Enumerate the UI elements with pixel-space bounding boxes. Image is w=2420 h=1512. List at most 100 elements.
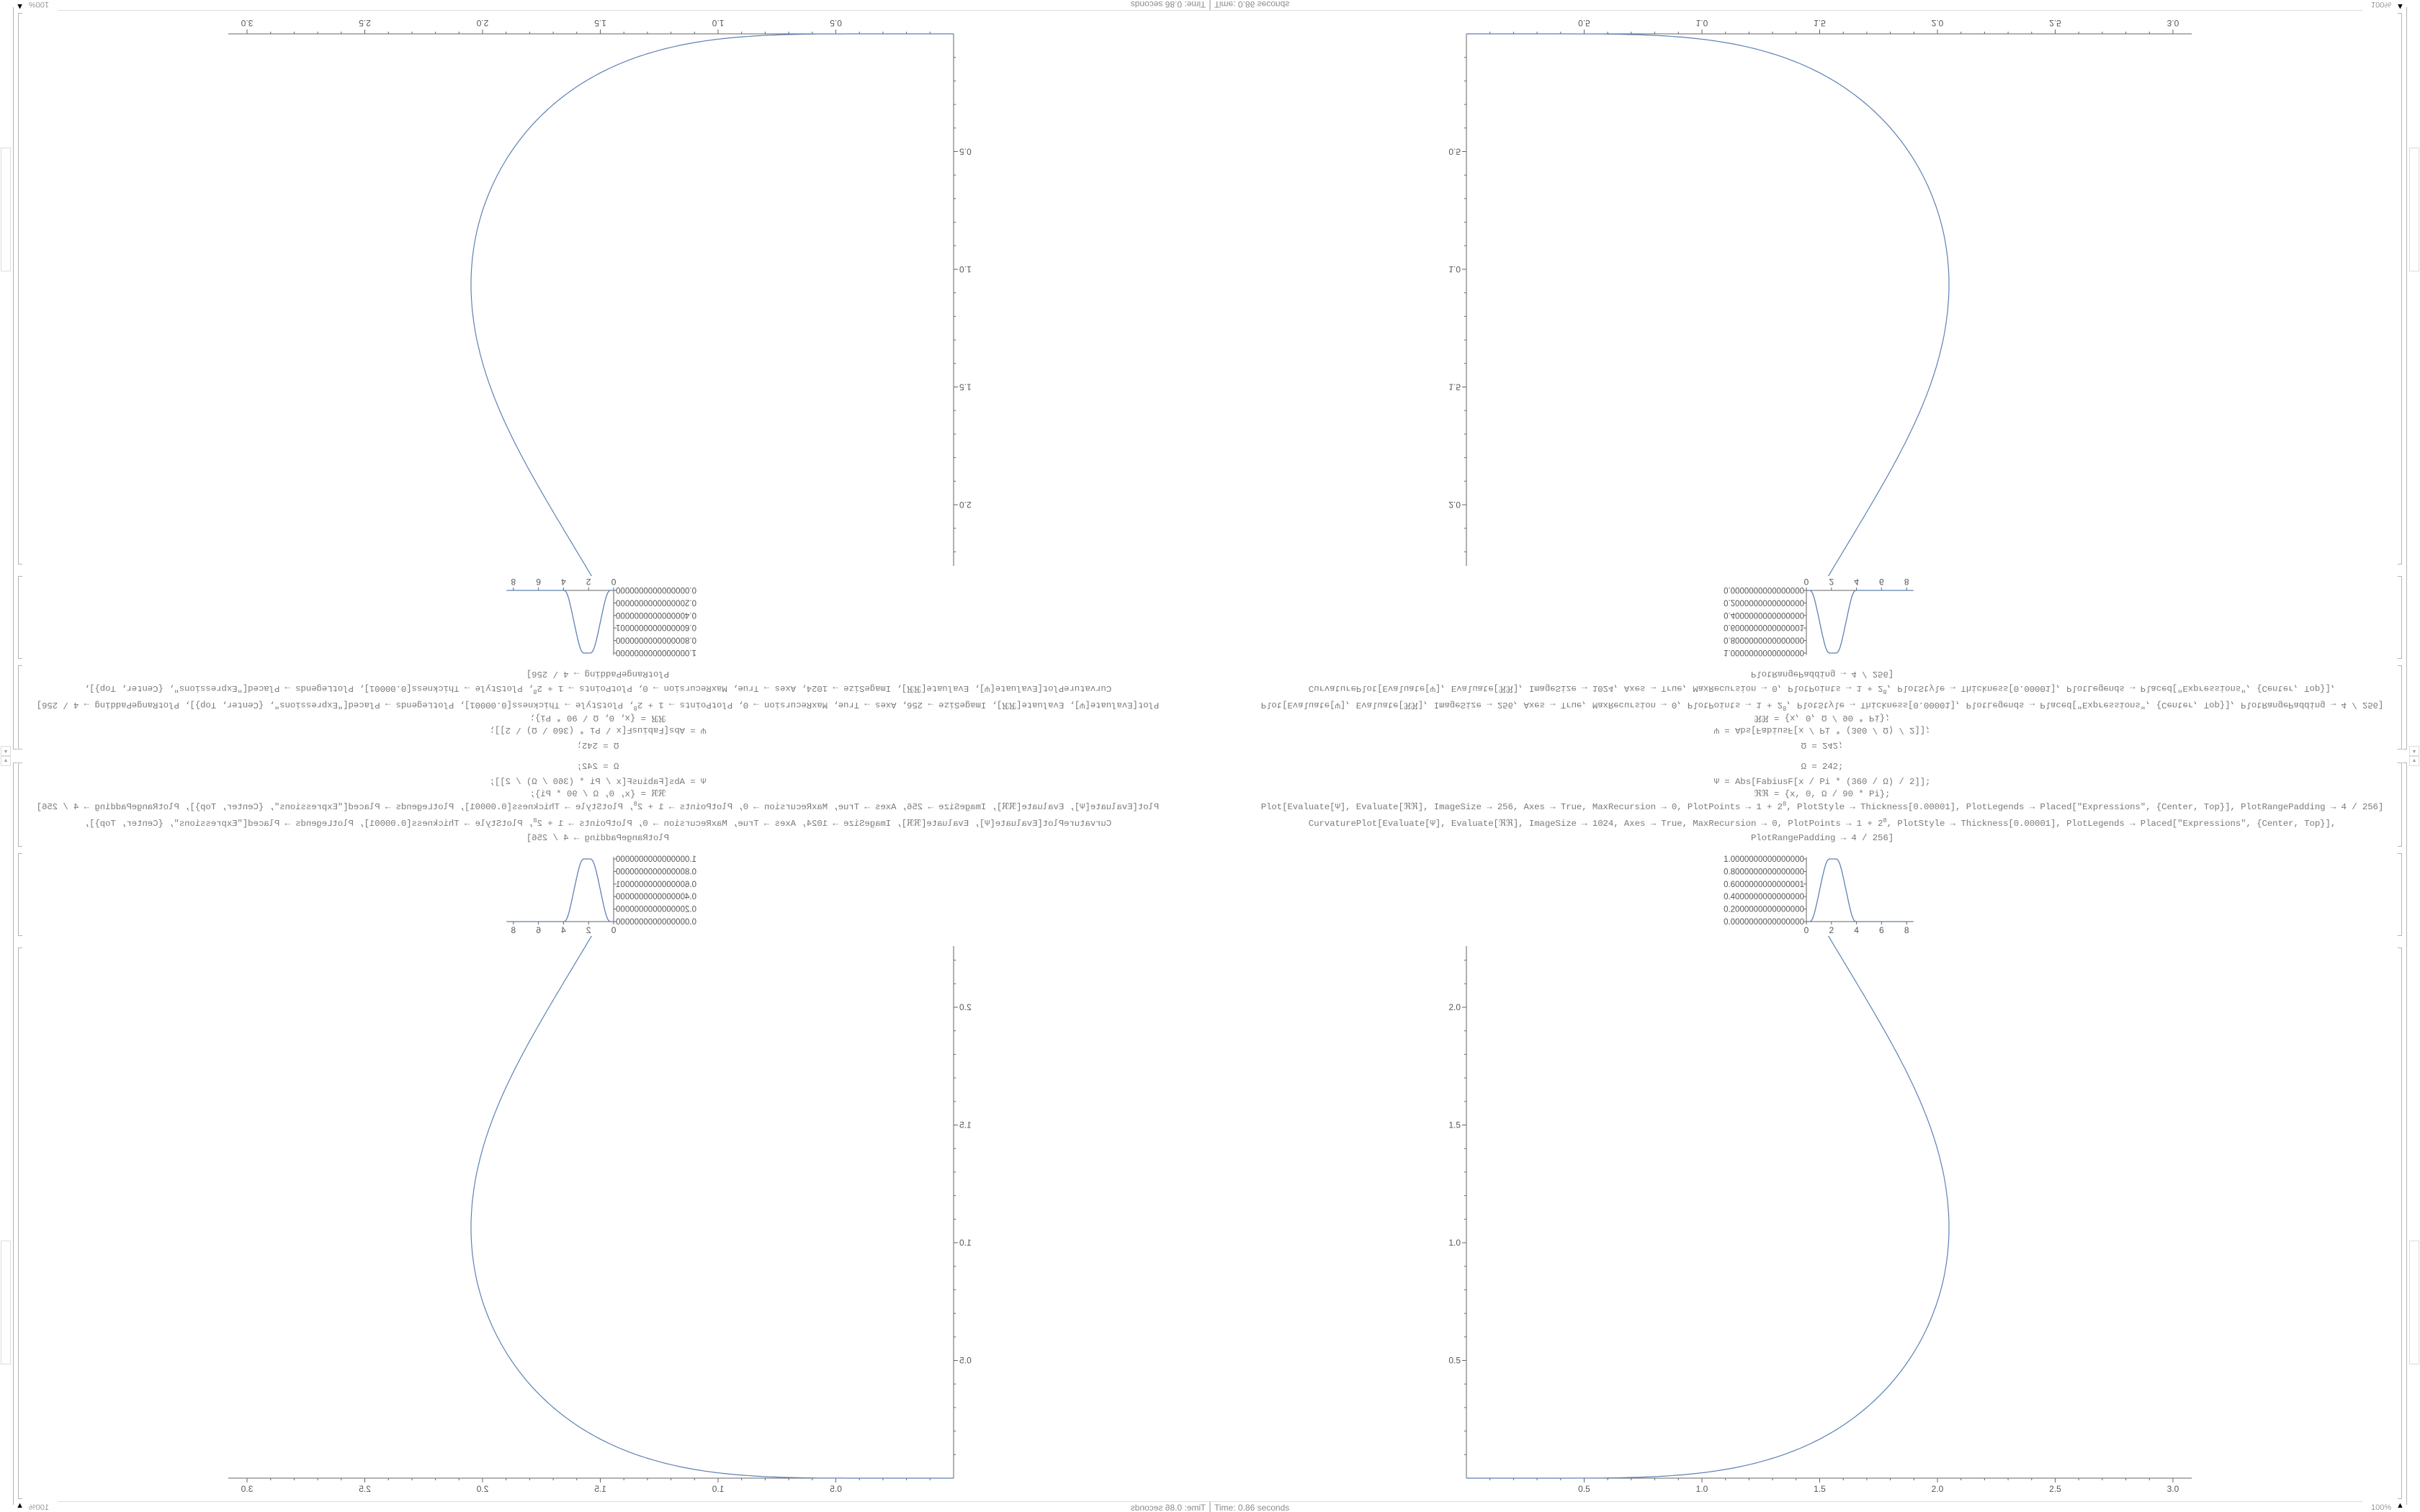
input-cell-bracket[interactable]: [18, 665, 22, 750]
zoom-level[interactable]: 100%: [28, 1503, 49, 1512]
input-cell-bracket[interactable]: [2398, 762, 2402, 847]
y-tick-label: 0.5: [1448, 147, 1461, 157]
x-tick-label: 2: [586, 577, 591, 587]
x-tick-label: 0: [611, 925, 616, 935]
scroll-up-button[interactable]: ▲: [2409, 746, 2419, 756]
status-separator: [1210, 1502, 1211, 1512]
code-line-psi[interactable]: Ψ = Abs[FabiusF[x / Pi * (360 / Ω) / 2]]…: [1713, 777, 1931, 787]
x-tick-label: 2.0: [1932, 1484, 1944, 1494]
notebook-quadrant: Ω = 242; Ψ = Abs[FabiusF[x / Pi * (360 /…: [0, 0, 1210, 756]
output-cell-bracket[interactable]: [18, 853, 22, 936]
x-tick-label: 4: [561, 925, 566, 935]
x-tick-label: 2.5: [2049, 18, 2061, 28]
y-tick-label: 0.5: [1448, 1356, 1461, 1366]
code-line-plot[interactable]: Plot[Evaluate[Ψ], Evaluate[ℜℜ], ImageSiz…: [1210, 801, 2420, 812]
x-tick-label: 6: [536, 925, 541, 935]
output-cell-bracket[interactable]: [2398, 948, 2402, 1499]
code-line-range[interactable]: ℜℜ = {x, 0, Ω / 90 * Pi};: [1754, 789, 1891, 799]
y-tick-label: 2.0: [1448, 500, 1461, 510]
x-tick-label: 1.5: [594, 18, 606, 28]
x-tick-label: 2.0: [476, 1484, 488, 1494]
x-tick-label: 2.0: [476, 18, 488, 28]
big-plot-axes: 0.5 1.0 1.5 2.0 2.5 3.0 0.5 1.0 1.5 2.0: [1448, 945, 2192, 1494]
status-bar-divider: [1210, 10, 2362, 11]
x-tick-label: 1.0: [712, 1484, 724, 1494]
notebook-quadrant: Ω = 242; Ψ = Abs[FabiusF[x / Pi * (360 /…: [1210, 0, 2420, 756]
y-tick-label: 0.5: [959, 147, 972, 157]
scrollbar-thumb[interactable]: [1, 148, 11, 271]
y-tick-label: 0.0000000000000000: [1724, 918, 1804, 927]
x-tick-label: 6: [1879, 577, 1884, 587]
code-line-curvatureplot[interactable]: CurvaturePlot[Evaluate[Ψ], Evaluate[ℜℜ],…: [1210, 817, 2420, 829]
big-plot-axes: 0.5 1.0 1.5 2.0 2.5 3.0 0.5 1.0 1.5 2.0: [228, 18, 972, 567]
x-tick-label: 0: [611, 577, 616, 587]
curvature-curve: [470, 936, 1133, 1479]
input-cell-bracket[interactable]: [2398, 665, 2402, 750]
x-tick-label: 2.5: [359, 18, 371, 28]
curvature-plot: 0.5 1.0 1.5 2.0 2.5 3.0 0.5 1.0 1.5 2.0: [1448, 936, 2192, 1494]
y-tick-label: 0.0000000000000000: [616, 585, 696, 594]
group-cell-bracket[interactable]: [2403, 7, 2407, 750]
output-cell-bracket[interactable]: [2398, 576, 2402, 659]
output-cell-bracket[interactable]: [18, 13, 22, 564]
y-tick-label: 0.2000000000000000: [1724, 906, 1804, 914]
zoom-menu-triangle-icon[interactable]: ▲: [16, 1501, 24, 1510]
zoom-menu-triangle-icon[interactable]: ▲: [16, 2, 24, 11]
y-tick-label: 0.4000000000000000: [1724, 611, 1804, 619]
curvature-plot: 0.5 1.0 1.5 2.0 2.5 3.0 0.5 1.0 1.5 2.0: [1287, 18, 2192, 576]
status-bar-divider: [58, 1501, 1210, 1502]
x-tick-label: 1.0: [1696, 1484, 1708, 1494]
fabius-curve: [508, 590, 614, 654]
code-line-omega[interactable]: Ω = 242;: [1801, 762, 1844, 772]
scroll-up-button[interactable]: ▲: [1, 746, 11, 756]
x-tick-label: 1.5: [1814, 18, 1826, 28]
group-cell-bracket[interactable]: [13, 7, 17, 750]
y-tick-label: 2.0: [959, 500, 972, 510]
group-cell-bracket[interactable]: [13, 762, 17, 1505]
x-tick-label: 0.5: [830, 18, 842, 28]
group-cell-bracket[interactable]: [2403, 762, 2407, 1505]
fabius-plot: 0 2 4 6 8 0.0000000000000000 0.200000000000000…: [1724, 577, 1914, 657]
code-text: , PlotStyle → Thickness[0.00001], PlotLe…: [1886, 819, 2336, 829]
evaluation-time: Time: 0.86 seconds: [1214, 1503, 1290, 1512]
y-tick-label: 0.4000000000000000: [1724, 893, 1804, 901]
notebook-quadrant: Ω = 242; Ψ = Abs[FabiusF[x / Pi * (360 /…: [1210, 756, 2420, 1512]
x-tick-label: 1.5: [1814, 1484, 1826, 1494]
fabius-plot: 0 2 4 6 8 0.0000000000000000 0.200000000000000…: [506, 577, 696, 657]
y-tick-label: 2.0: [959, 1002, 972, 1012]
y-tick-label: 0.4000000000000000: [616, 611, 696, 619]
curvature-curve: [470, 33, 1133, 576]
x-tick-label: 2: [1829, 577, 1834, 587]
code-line-padding[interactable]: PlotRangePadding → 4 / 256]: [1750, 833, 1894, 843]
y-tick-label: 0.0000000000000000: [616, 918, 696, 927]
scrollbar-thumb[interactable]: [1, 1241, 11, 1364]
curvature-curve: [1287, 33, 1950, 576]
output-cell-bracket[interactable]: [2398, 13, 2402, 564]
scroll-up-button[interactable]: ▲: [1, 756, 11, 766]
x-tick-label: 8: [1904, 925, 1909, 935]
y-tick-label: 1.0000000000000000: [616, 855, 696, 864]
status-bar-divider: [58, 10, 1210, 11]
curvature-curve: [1466, 936, 1950, 1479]
zoom-level[interactable]: 100%: [2371, 0, 2392, 9]
output-cell-bracket[interactable]: [18, 576, 22, 659]
zoom-menu-triangle-icon[interactable]: ▲: [2396, 2, 2404, 11]
scroll-up-button[interactable]: ▲: [2409, 756, 2419, 766]
input-cell-bracket[interactable]: [18, 762, 22, 847]
x-tick-label: 2: [1829, 925, 1834, 935]
y-tick-label: 0.4000000000000000: [616, 893, 696, 901]
scrollbar-thumb[interactable]: [2409, 148, 2419, 271]
zoom-level[interactable]: 100%: [28, 0, 49, 9]
zoom-menu-triangle-icon[interactable]: ▲: [2396, 1501, 2404, 1510]
x-tick-label: 1.0: [712, 18, 724, 28]
small-plot-axes: 0 2 4 6 8 0.0000000000000000 0.200000000000000…: [1724, 855, 1914, 935]
code-text: CurvaturePlot[Evaluate[Ψ], Evaluate[ℜℜ],…: [1308, 819, 1883, 829]
scrollbar-thumb[interactable]: [2409, 1241, 2419, 1364]
x-tick-label: 4: [1854, 577, 1859, 587]
code-text: Plot[Evaluate[Ψ], Evaluate[ℜℜ], ImageSiz…: [1260, 802, 1783, 813]
zoom-level[interactable]: 100%: [2371, 1503, 2392, 1512]
output-cell-bracket[interactable]: [2398, 853, 2402, 936]
output-cell-bracket[interactable]: [18, 948, 22, 1499]
fabius-plot: 0 2 4 6 8 0.0000000000000000 0.200000000000000…: [1724, 855, 1914, 935]
y-tick-label: 1.0: [1448, 1238, 1461, 1248]
